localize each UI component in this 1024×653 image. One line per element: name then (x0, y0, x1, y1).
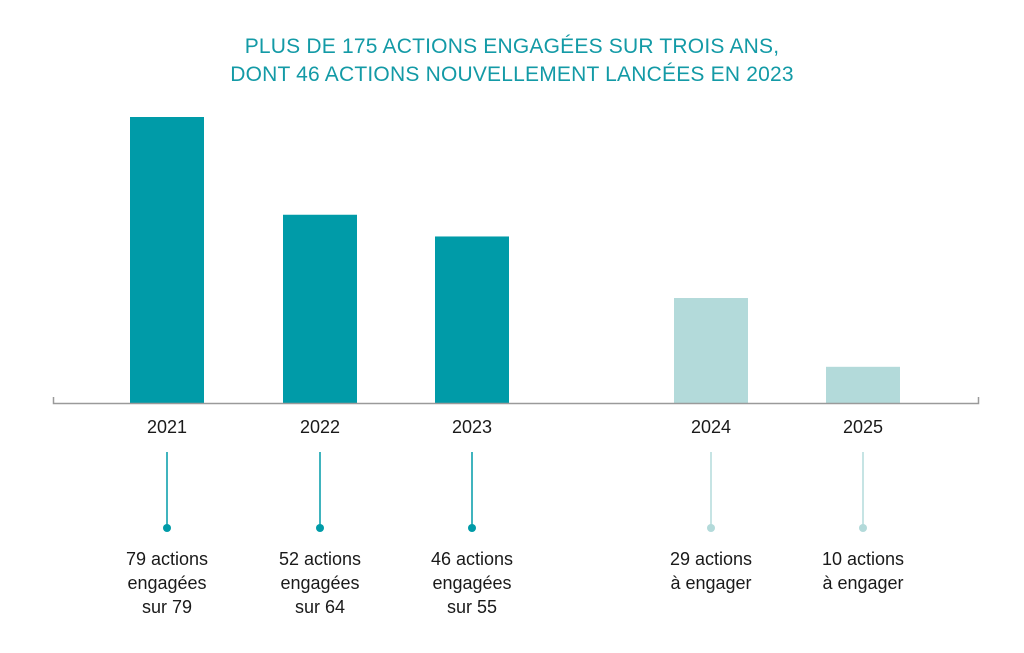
x-axis (52, 397, 980, 405)
x-tick-label: 2024 (691, 417, 731, 437)
annotation-dot (707, 524, 715, 532)
annotation-label: engagées (432, 573, 511, 593)
annotation-dot (859, 524, 867, 532)
bar-2022 (283, 214, 357, 403)
annotation-dot (316, 524, 324, 532)
chart-title-line-1: PLUS DE 175 ACTIONS ENGAGÉES SUR TROIS A… (244, 35, 780, 58)
x-tick-label: 2022 (300, 417, 340, 437)
annotation-dot (163, 524, 171, 532)
x-tick-label: 2021 (147, 417, 187, 437)
annotation-dot (468, 524, 476, 532)
annotation-label: 79 actions (126, 549, 208, 569)
x-tick-label: 2023 (452, 417, 492, 437)
bar-2023 (435, 236, 509, 403)
bar-2021 (130, 117, 204, 403)
annotation-label: engagées (127, 573, 206, 593)
annotation-label: 46 actions (431, 549, 513, 569)
annotation-label: sur 64 (295, 597, 345, 617)
annotation-label: 10 actions (822, 549, 904, 569)
chart-title: PLUS DE 175 ACTIONS ENGAGÉES SUR TROIS A… (0, 33, 1024, 89)
annotation-label: 29 actions (670, 549, 752, 569)
annotation-label: sur 79 (142, 597, 192, 617)
chart-title-line-2: DONT 46 ACTIONS NOUVELLEMENT LANCÉES EN … (230, 63, 794, 86)
bar-2024 (674, 298, 748, 403)
annotation-label: 52 actions (279, 549, 361, 569)
annotation-label: engagées (280, 573, 359, 593)
annotation-label: sur 55 (447, 597, 497, 617)
annotation-label: à engager (670, 573, 751, 593)
annotation-label: à engager (822, 573, 903, 593)
x-tick-label: 2025 (843, 417, 883, 437)
bar-2025 (826, 366, 900, 403)
